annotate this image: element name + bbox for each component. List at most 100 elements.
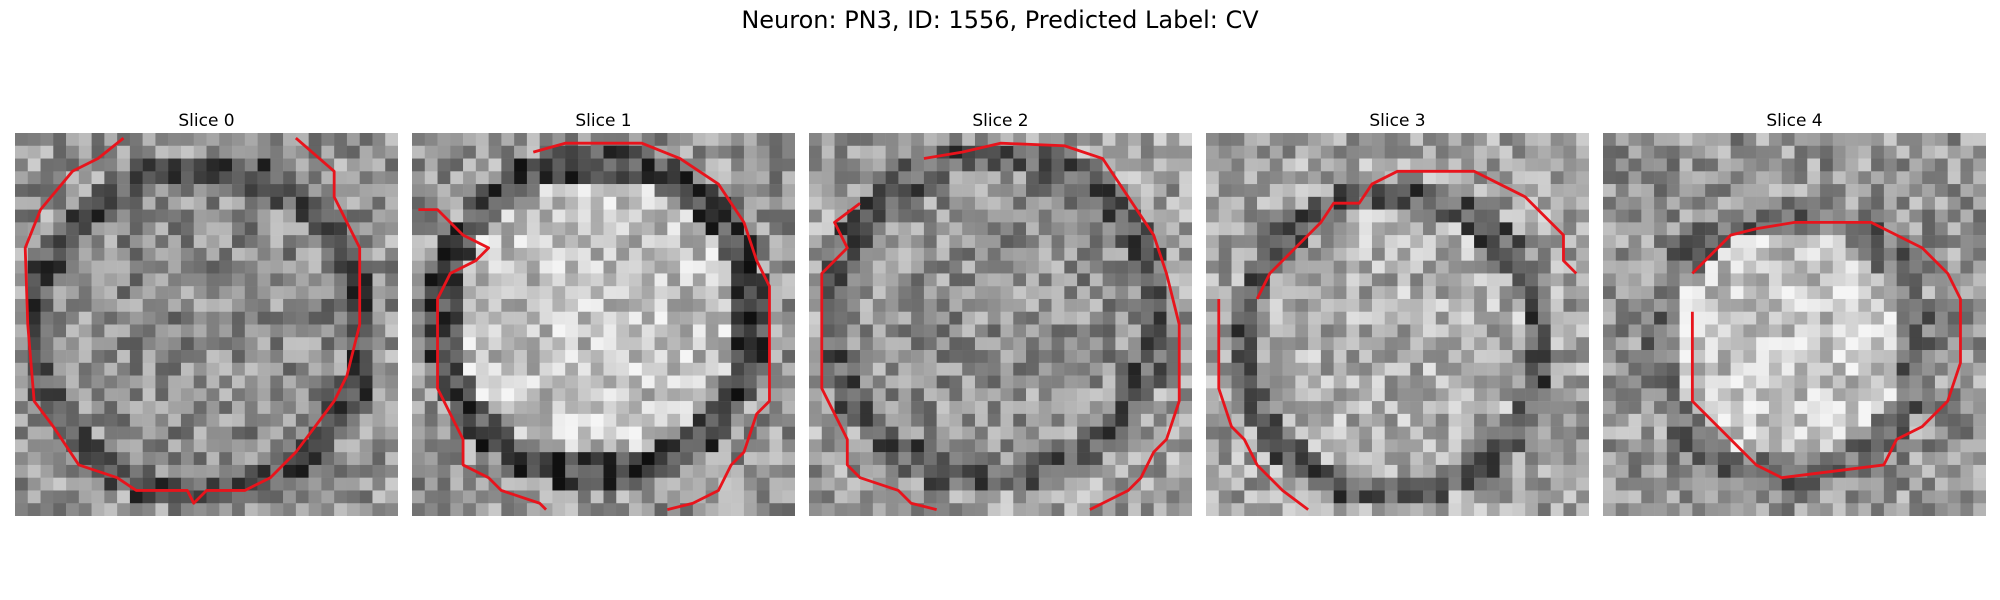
pixel-cell — [1269, 375, 1283, 389]
pixel-cell — [565, 464, 579, 478]
pixel-cell — [577, 490, 591, 504]
pixel-cell — [117, 426, 131, 440]
pixel-cell — [78, 426, 92, 440]
pixel-cell — [142, 158, 156, 172]
pixel-cell — [834, 413, 848, 427]
pixel-cell — [1781, 158, 1795, 172]
pixel-cell — [1486, 503, 1500, 516]
pixel-cell — [424, 273, 438, 287]
pixel-cell — [526, 222, 540, 236]
pixel-cell — [372, 362, 386, 376]
pixel-cell — [1384, 362, 1398, 376]
pixel-cell — [1089, 401, 1103, 415]
pixel-cell — [1359, 350, 1373, 364]
pixel-cell — [450, 171, 464, 185]
pixel-cell — [283, 235, 297, 249]
pixel-cell — [1909, 158, 1923, 172]
pixel-cell — [769, 145, 783, 159]
pixel-cell — [1628, 503, 1642, 516]
pixel-cell — [692, 362, 706, 376]
pixel-cell — [1717, 260, 1731, 274]
pixel-cell — [1603, 337, 1617, 351]
pixel-cell — [641, 145, 655, 159]
pixel-cell — [1794, 171, 1808, 185]
pixel-cell — [91, 413, 105, 427]
pixel-cell — [1244, 464, 1258, 478]
pixel-cell — [40, 350, 54, 364]
pixel-cell — [552, 503, 566, 516]
pixel-cell — [1206, 184, 1220, 198]
pixel-cell — [437, 133, 451, 147]
pixel-cell — [616, 503, 630, 516]
pixel-cell — [385, 235, 398, 249]
pixel-cell — [1628, 413, 1642, 427]
pixel-cell — [629, 362, 643, 376]
pixel-cell — [1371, 196, 1385, 210]
pixel-cell — [911, 286, 925, 300]
pixel-cell — [463, 145, 477, 159]
pixel-cell — [1858, 439, 1872, 453]
pixel-cell — [1384, 337, 1398, 351]
pixel-cell — [1206, 273, 1220, 287]
pixel-cell — [1845, 375, 1859, 389]
pixel-cell — [1512, 362, 1526, 376]
pixel-cell — [1448, 260, 1462, 274]
pixel-cell — [898, 375, 912, 389]
pixel-cell — [1038, 464, 1052, 478]
pixel-cell — [552, 145, 566, 159]
pixel-cell — [641, 324, 655, 338]
pixel-cell — [193, 388, 207, 402]
pixel-cell — [1102, 311, 1116, 325]
pixel-cell — [1026, 273, 1040, 287]
pixel-cell — [1654, 184, 1668, 198]
pixel-cell — [257, 452, 271, 466]
pixel-cell — [104, 350, 118, 364]
pixel-cell — [1179, 362, 1192, 376]
pixel-cell — [1603, 235, 1617, 249]
pixel-cell — [552, 337, 566, 351]
pixel-cell — [1960, 133, 1974, 147]
pixel-cell — [1013, 388, 1027, 402]
pixel-cell — [1628, 350, 1642, 364]
pixel-cell — [346, 298, 360, 312]
pixel-cell — [1845, 209, 1859, 223]
pixel-cell — [359, 490, 373, 504]
pixel-cell — [629, 503, 643, 516]
pixel-cell — [526, 209, 540, 223]
pixel-cell — [104, 158, 118, 172]
pixel-cell — [40, 158, 54, 172]
pixel-cell — [283, 477, 297, 491]
pixel-cell — [539, 260, 553, 274]
pixel-cell — [577, 464, 591, 478]
pixel-cell — [885, 247, 899, 261]
pixel-cell — [577, 273, 591, 287]
pixel-cell — [1064, 362, 1078, 376]
pixel-cell — [987, 184, 1001, 198]
pixel-cell — [1179, 133, 1192, 147]
pixel-cell — [743, 171, 757, 185]
pixel-cell — [450, 464, 464, 478]
pixel-cell — [1423, 413, 1437, 427]
pixel-cell — [295, 235, 309, 249]
pixel-cell — [180, 375, 194, 389]
pixel-cell — [885, 286, 899, 300]
pixel-cell — [1909, 273, 1923, 287]
pixel-cell — [1474, 145, 1488, 159]
pixel-cell — [1883, 413, 1897, 427]
pixel-cell — [872, 375, 886, 389]
pixel-cell — [1641, 222, 1655, 236]
pixel-cell — [412, 362, 426, 376]
pixel-cell — [1257, 260, 1271, 274]
pixel-cell — [1000, 311, 1014, 325]
pixel-cell — [206, 260, 220, 274]
pixel-cell — [1641, 209, 1655, 223]
pixel-cell — [295, 350, 309, 364]
pixel-cell — [193, 145, 207, 159]
pixel-cell — [1934, 209, 1948, 223]
pixel-cell — [1166, 158, 1180, 172]
pixel-cell — [1282, 375, 1296, 389]
pixel-cell — [244, 298, 258, 312]
pixel-cell — [1909, 286, 1923, 300]
pixel-cell — [1781, 388, 1795, 402]
pixel-cell — [1845, 222, 1859, 236]
